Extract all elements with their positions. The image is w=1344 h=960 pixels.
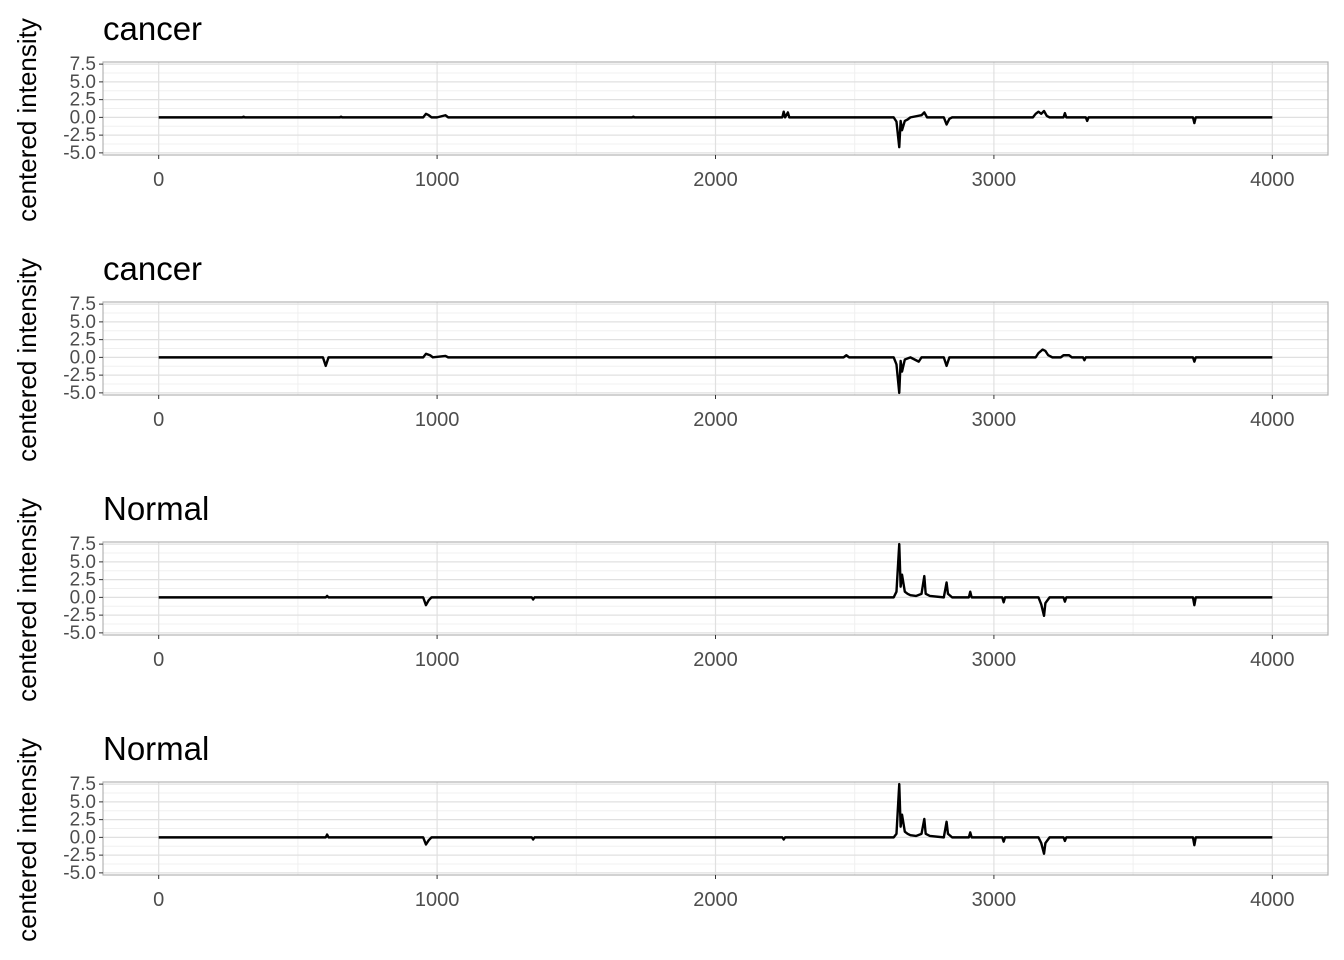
x-tick-label: 0	[153, 169, 164, 191]
y-tick-label: -2.5	[63, 365, 96, 386]
y-tick-label: 7.5	[70, 54, 96, 75]
x-tick-label: 4000	[1250, 169, 1295, 191]
panel-3: Normal 7.55.02.50.0-2.5-5.0 0 1000 2000 3000 4…	[12, 490, 1329, 702]
x-tick-label: 0	[153, 889, 164, 911]
y-axis-label: centered intensity	[12, 18, 42, 222]
x-tick-label: 4000	[1250, 409, 1295, 431]
y-tick-label: -2.5	[63, 605, 96, 626]
spectrum-line	[158, 782, 1273, 855]
y-tick-label: 0.0	[70, 107, 96, 128]
x-tick-label: 2000	[693, 889, 738, 911]
y-tick-label: 5.0	[70, 312, 96, 333]
panel-1: cancer 7.55.02.50.0-2.5-5.0 0 1000 2000 3000 4…	[12, 10, 1329, 222]
panel-title: cancer	[103, 250, 202, 287]
y-axis-label: centered intensity	[12, 258, 42, 462]
x-tick-label: 0	[153, 649, 164, 671]
x-tick-label: 2000	[693, 649, 738, 671]
panel-title: Normal	[103, 490, 209, 527]
spectrum-line	[158, 542, 1273, 618]
y-tick-label: -2.5	[63, 125, 96, 146]
x-tick-label: 2000	[693, 169, 738, 191]
panel-title: Normal	[103, 730, 209, 767]
x-tick-label: 4000	[1250, 649, 1295, 671]
x-tick-label: 1000	[415, 649, 460, 671]
x-tick-label: 3000	[972, 169, 1017, 191]
panel-title: cancer	[103, 10, 202, 47]
x-tick-label: 0	[153, 409, 164, 431]
x-tick-label: 1000	[415, 889, 460, 911]
y-tick-label: -5.0	[63, 143, 96, 164]
y-tick-label: -5.0	[63, 383, 96, 404]
x-tick-label: 2000	[693, 409, 738, 431]
y-tick-label: 5.0	[70, 552, 96, 573]
y-tick-label: 7.5	[70, 534, 96, 555]
y-tick-label: 0.0	[70, 347, 96, 368]
x-tick-label: 3000	[972, 409, 1017, 431]
y-tick-label: -2.5	[63, 845, 96, 866]
y-axis-label: centered intensity	[12, 738, 42, 942]
x-tick-label: 1000	[415, 409, 460, 431]
y-tick-label: 2.5	[70, 810, 96, 831]
x-tick-label: 1000	[415, 169, 460, 191]
y-tick-label: 7.5	[70, 774, 96, 795]
y-tick-label: 5.0	[70, 792, 96, 813]
y-tick-label: 7.5	[70, 294, 96, 315]
y-tick-label: -5.0	[63, 863, 96, 884]
y-axis-label: centered intensity	[12, 498, 42, 702]
y-tick-label: 0.0	[70, 587, 96, 608]
panel-4: Normal 7.55.02.50.0-2.5-5.0 0 1000 2000 3000 4…	[12, 730, 1329, 942]
spectrum-line	[158, 348, 1273, 395]
y-tick-label: -5.0	[63, 623, 96, 644]
y-tick-label: 2.5	[70, 330, 96, 351]
panel-2: cancer 7.55.02.50.0-2.5-5.0 0 1000 2000 3000 4…	[12, 250, 1329, 462]
x-tick-label: 3000	[972, 649, 1017, 671]
spectrum-line	[158, 109, 1273, 149]
y-tick-label: 5.0	[70, 72, 96, 93]
x-tick-label: 3000	[972, 889, 1017, 911]
y-tick-label: 0.0	[70, 827, 96, 848]
x-tick-label: 4000	[1250, 889, 1295, 911]
y-tick-label: 2.5	[70, 570, 96, 591]
y-tick-label: 2.5	[70, 90, 96, 111]
